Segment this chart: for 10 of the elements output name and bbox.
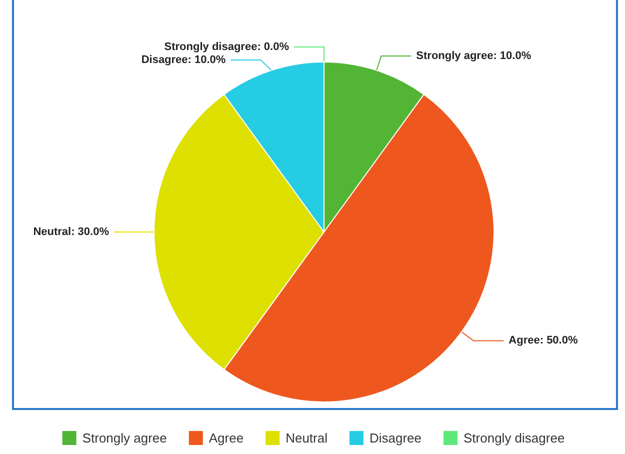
legend-label: Agree bbox=[208, 430, 244, 446]
data-label: Strongly agree: 10.0% bbox=[416, 50, 532, 62]
data-label: Agree: 50.0% bbox=[508, 334, 578, 347]
data-label: Disagree: 10.0% bbox=[141, 54, 226, 66]
legend-label: Neutral bbox=[286, 430, 328, 446]
legend-label: Strongly disagree bbox=[464, 430, 565, 446]
data-label: Neutral: 30.0% bbox=[33, 226, 110, 238]
legend-label: Strongly agree bbox=[82, 430, 167, 446]
text: Strongly disagree: 0.0% bbox=[164, 41, 289, 53]
legend-label: Disagree bbox=[369, 430, 422, 446]
